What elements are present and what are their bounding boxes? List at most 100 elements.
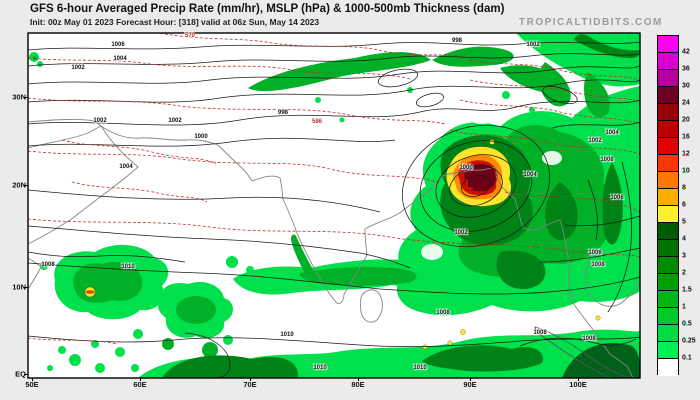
lon-tickmark	[249, 378, 251, 381]
contour-value-label: 1006	[610, 195, 624, 201]
lon-tick-label: 90E	[463, 380, 477, 389]
lon-tick-label: 60E	[133, 380, 147, 389]
colorbar-segment	[658, 155, 678, 172]
colorbar-segment	[658, 240, 678, 257]
colorbar-tick-label: 30	[682, 82, 690, 90]
lat-tick-label: 30N	[12, 92, 26, 102]
contour-value-label: 1010	[413, 365, 427, 371]
lon-tick-label: 70E	[243, 380, 257, 389]
colorbar-segment	[658, 189, 678, 206]
contour-value-label: 586	[311, 119, 323, 125]
colorbar-tick-label: 4	[682, 235, 686, 243]
colorbar-tick-label: 42	[682, 48, 690, 56]
colorbar-tick-label: 2	[682, 269, 686, 277]
colorbar-tick-label: 1	[682, 303, 686, 311]
lon-tickmark	[577, 378, 579, 381]
colorbar-segment	[658, 342, 678, 359]
contour-value-label: 1006	[111, 42, 125, 48]
lon-tick-label: 50E	[25, 380, 39, 389]
lat-tick-label: 10N	[12, 282, 26, 292]
colorbar-tick-label: 6	[682, 201, 686, 209]
precip-darkest-layer	[562, 342, 640, 378]
contour-value-label: 1002	[454, 230, 468, 236]
colorbar-segment	[658, 70, 678, 87]
thickness-contours	[28, 33, 640, 345]
colorbar-tick-label: 10	[682, 167, 690, 175]
heavy-rain-specks	[84, 139, 601, 350]
forecast-subtitle: Init: 00z May 01 2023 Forecast Hour: [31…	[30, 17, 320, 27]
lat-tickmark	[24, 184, 28, 186]
colorbar-tick-label: 0.25	[682, 337, 696, 345]
contour-value-label: 1010	[313, 365, 327, 371]
colorbar-tick-label: 0.5	[682, 320, 692, 328]
colorbar-tick-label: 8	[682, 184, 686, 192]
precip-holes	[421, 112, 562, 260]
contour-value-label: 1008	[582, 336, 596, 342]
colorbar-segment	[658, 291, 678, 308]
contour-value-label: 1008	[436, 310, 450, 316]
map-frame	[27, 32, 641, 379]
colorbar-segment	[658, 223, 678, 240]
colorbar-tick-label: 5	[682, 218, 686, 226]
contour-value-label: 998	[277, 110, 289, 116]
colorbar-segment	[658, 36, 678, 53]
colorbar-segment	[658, 274, 678, 291]
contour-value-label: 1000	[459, 165, 473, 171]
lat-tick-label: EQ	[15, 369, 26, 379]
lon-tickmark	[31, 378, 33, 381]
contour-value-label: 1008	[600, 157, 614, 163]
contour-value-label: 1002	[71, 65, 85, 71]
contour-value-label: 1004	[523, 172, 537, 178]
colorbar-segment	[658, 308, 678, 325]
lon-tick-label: 80E	[351, 380, 365, 389]
map-layers	[28, 33, 640, 378]
contour-value-label: 1004	[605, 130, 619, 136]
contour-value-label: 1006	[588, 250, 602, 256]
colorbar-segment	[658, 121, 678, 138]
lon-tickmark	[469, 378, 471, 381]
lat-tickmark	[24, 96, 28, 98]
colorbar-tick-labels: 42 36 30 24 20 16 12 10 8 6 5 4 3 2 1.5 1 0.5 0.25 0.1	[682, 35, 700, 375]
colorbar-segment	[658, 359, 678, 376]
colorbar-tick-label: 12	[682, 150, 690, 158]
contour-value-label: 570	[184, 33, 196, 39]
contour-value-label: 1000	[194, 134, 208, 140]
colorbar-tick-label: 24	[682, 99, 690, 107]
colorbar-tick-label: 3	[682, 252, 686, 260]
contour-value-label: 1008	[533, 330, 547, 336]
colorbar-segment	[658, 104, 678, 121]
contour-value-label: 1010	[121, 264, 135, 270]
low-pressure-marker: L	[464, 176, 474, 192]
contour-value-label: 1002	[168, 118, 182, 124]
colorbar-tick-label: 1.5	[682, 286, 692, 294]
contour-value-label: 1004	[113, 56, 127, 62]
lat-tickmark	[24, 286, 28, 288]
lon-tickmark	[139, 378, 141, 381]
colorbar-segment	[658, 206, 678, 223]
colorbar-tick-label: 16	[682, 133, 690, 141]
contour-value-label: 1002	[588, 138, 602, 144]
watermark: TROPICALTIDBITS.COM	[519, 17, 663, 28]
colorbar-tick-label: 20	[682, 116, 690, 124]
contour-value-label: 1004	[119, 164, 133, 170]
contour-value-label: 1002	[526, 42, 540, 48]
colorbar-segment	[658, 53, 678, 70]
colorbar-segment	[658, 138, 678, 155]
lat-tick-label: 20N	[12, 180, 26, 190]
colorbar-segment	[658, 172, 678, 189]
contour-value-label: 1008	[591, 262, 605, 268]
colorbar-segment	[658, 87, 678, 104]
contour-value-label: 1008	[41, 262, 55, 268]
colorbar-tick-label: 0.1	[682, 354, 692, 362]
precip-colorbar	[657, 35, 679, 376]
contour-value-label: 1010	[280, 332, 294, 338]
contour-value-label: 1002	[93, 118, 107, 124]
colorbar-tick-label: 36	[682, 65, 690, 73]
colorbar-segment	[658, 257, 678, 274]
coastlines	[28, 119, 640, 378]
contour-value-label: 998	[451, 38, 463, 44]
lat-tickmark	[24, 373, 28, 375]
page-title: GFS 6-hour Averaged Precip Rate (mm/hr),…	[30, 3, 505, 15]
